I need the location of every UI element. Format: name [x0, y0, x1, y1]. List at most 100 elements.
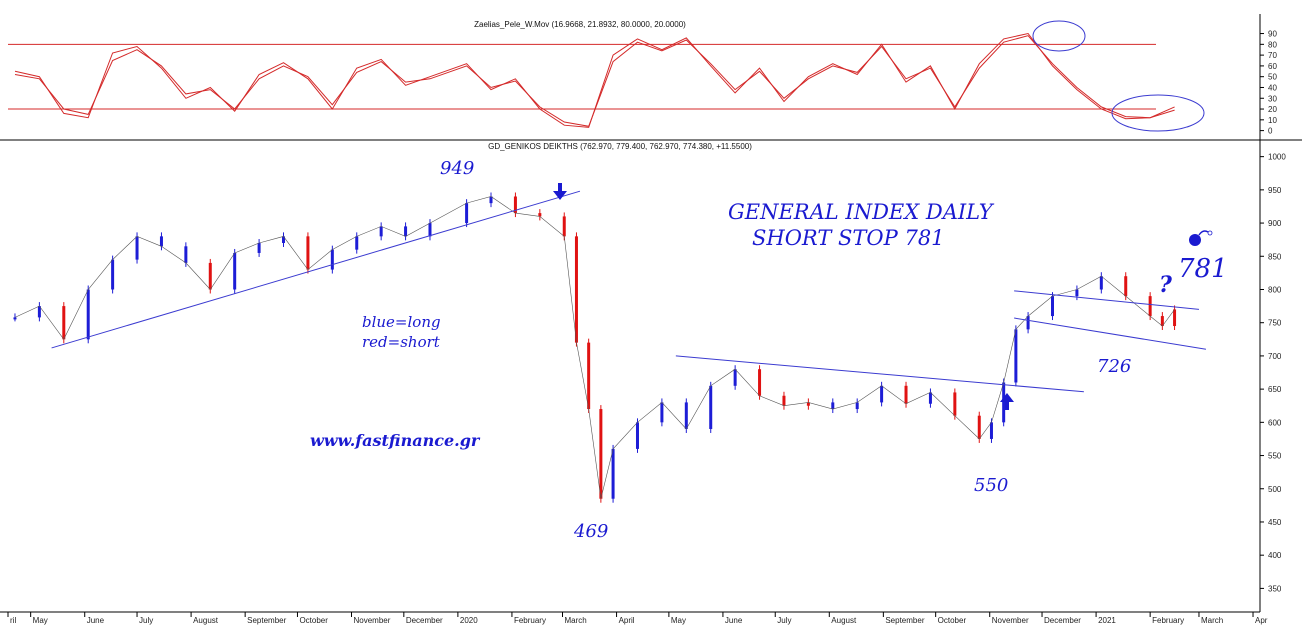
x-tick-label: October [299, 616, 328, 625]
price-bar [208, 262, 212, 290]
x-tick-label: June [87, 616, 105, 625]
price-y-tick-label: 400 [1268, 551, 1282, 560]
bomb-icon [1189, 230, 1213, 246]
price-bar [233, 252, 237, 290]
price-bar [538, 213, 542, 217]
price-y-tick-label: 450 [1268, 518, 1282, 527]
resistance-line [675, 355, 1084, 393]
osc-y-tick-label: 70 [1268, 51, 1277, 60]
price-bar [86, 289, 90, 340]
price-bar [1148, 296, 1152, 317]
x-tick-label: Apr [1255, 616, 1268, 625]
x-tick-label: July [777, 616, 791, 625]
upper-channel-line [1014, 290, 1200, 310]
price-bar [953, 392, 957, 416]
price-bar [635, 422, 639, 449]
price-bar [404, 226, 408, 237]
price-bar [306, 236, 310, 270]
x-tick-label: 2020 [460, 616, 478, 625]
axes: 9080706050403020100100095090085080075070… [7, 30, 1286, 625]
price-bar [1124, 276, 1128, 297]
legend-line-long: blue=long [362, 313, 441, 331]
price-bar [599, 409, 603, 499]
osc-y-tick-label: 0 [1268, 127, 1273, 136]
uptrend-line [51, 190, 581, 349]
x-tick-label: August [831, 616, 857, 625]
x-tick-label: August [193, 616, 219, 625]
support-label: 726 [1097, 356, 1131, 377]
peak-label: 949 [440, 158, 474, 179]
price-bar [355, 236, 359, 250]
price-y-tick-label: 350 [1268, 584, 1282, 593]
price-bar [831, 402, 835, 410]
price-y-tick-label: 950 [1268, 186, 1282, 195]
x-tick-label: February [514, 616, 546, 625]
x-tick-label: March [1201, 616, 1223, 625]
legend-line-short: red=short [362, 333, 441, 351]
x-tick-label: November [354, 616, 391, 625]
price-bar [684, 402, 688, 429]
price-bar [428, 223, 432, 237]
chart-frame [0, 14, 1302, 613]
stop-level-label: 781 [1178, 254, 1228, 284]
headline-line1: GENERAL INDEX DAILY [728, 200, 995, 224]
price-y-tick-label: 750 [1268, 319, 1282, 328]
price-bar [989, 422, 993, 439]
oversold-highlight-circle [1111, 94, 1205, 132]
price-bar [513, 196, 517, 214]
price-bar [111, 259, 115, 290]
price-bar [1026, 316, 1030, 330]
price-bar [660, 402, 664, 423]
price-path [14, 196, 1175, 499]
price-bar [13, 317, 17, 320]
website-label: www.fastfinance.gr [310, 431, 481, 450]
x-tick-label: December [1044, 616, 1081, 625]
price-bar [574, 236, 578, 343]
price-y-tick-label: 900 [1268, 219, 1282, 228]
osc-y-tick-label: 90 [1268, 30, 1277, 39]
price-bar [1050, 296, 1054, 317]
price-panel [13, 192, 1177, 503]
x-tick-label: December [406, 616, 443, 625]
price-bar [465, 203, 469, 224]
price-bar [282, 236, 286, 243]
price-bar [37, 306, 41, 318]
x-tick-label: September [247, 616, 286, 625]
price-bar [587, 342, 591, 410]
price-bar [257, 242, 261, 253]
price-bar [782, 395, 786, 406]
price-bar [709, 385, 713, 429]
price-bar [1099, 276, 1103, 290]
price-bar [135, 236, 139, 260]
price-bar [62, 306, 66, 340]
crash-low-label: 469 [573, 521, 608, 542]
price-bar [1002, 382, 1006, 423]
buy-signal-arrow-icon [1000, 393, 1014, 410]
price-bar [489, 196, 493, 204]
price-bar [880, 385, 884, 403]
price-bar [184, 246, 188, 263]
price-bar [733, 369, 737, 386]
price-bar [758, 369, 762, 396]
sell-signal-arrow-icon [553, 183, 567, 200]
x-tick-label: July [139, 616, 153, 625]
osc-y-tick-label: 20 [1268, 105, 1277, 114]
osc-y-tick-label: 40 [1268, 83, 1277, 92]
price-y-tick-label: 700 [1268, 352, 1282, 361]
price-bar [1014, 329, 1018, 383]
price-y-tick-label: 650 [1268, 385, 1282, 394]
price-y-tick-label: 850 [1268, 252, 1282, 261]
oscillator-title: Zaelias_Pele_W.Mov (16.9668, 21.8932, 80… [474, 20, 686, 29]
price-title: GD_GENIKOS DEIKTHS (762.970, 779.400, 76… [488, 142, 752, 151]
headline-line2: SHORT STOP 781 [752, 226, 945, 250]
question-mark: ? [1159, 272, 1173, 298]
x-tick-label: March [565, 616, 587, 625]
price-bar [855, 402, 859, 410]
x-tick-label: November [992, 616, 1029, 625]
osc-y-tick-label: 10 [1268, 116, 1277, 125]
osc-y-tick-label: 50 [1268, 73, 1277, 82]
price-bar [562, 216, 566, 237]
x-tick-label: May [33, 616, 48, 625]
osc-y-tick-label: 80 [1268, 40, 1277, 49]
osc-series-line [14, 32, 1175, 128]
